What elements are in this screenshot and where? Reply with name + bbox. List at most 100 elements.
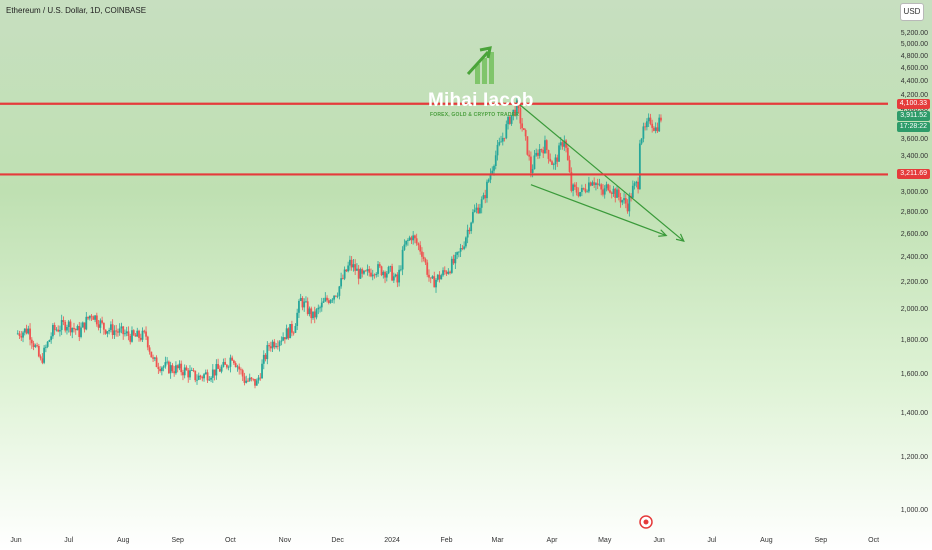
- candle-body: [470, 222, 473, 232]
- candle-body: [660, 117, 662, 121]
- candle-body: [405, 240, 408, 245]
- candle-body: [305, 301, 307, 303]
- candle-body: [570, 171, 573, 191]
- candle-body: [146, 336, 149, 348]
- candle-body: [67, 321, 70, 327]
- candle-body: [586, 191, 589, 193]
- candle-body: [422, 256, 425, 259]
- y-tick-label: 4,200.00: [900, 91, 928, 99]
- candle-body: [584, 188, 587, 192]
- candle-body: [377, 264, 379, 274]
- candle-body: [69, 321, 72, 333]
- candle-body: [464, 237, 467, 247]
- candle-body: [201, 376, 204, 379]
- candle-body: [243, 376, 246, 383]
- candle-body: [255, 380, 258, 386]
- candle-body: [115, 330, 118, 332]
- candle-body: [519, 108, 522, 124]
- candle-body: [276, 345, 279, 347]
- candle-body: [254, 378, 256, 386]
- candle-body: [433, 276, 436, 288]
- y-tick-label: 1,800.00: [900, 336, 928, 344]
- y-tick-label: 1,200.00: [900, 454, 928, 462]
- wedge-line[interactable]: [518, 103, 685, 242]
- candle-body: [138, 330, 140, 338]
- candle-body: [642, 126, 645, 139]
- x-tick-label: Oct: [868, 537, 880, 544]
- candle-body: [468, 229, 471, 232]
- candle-body: [222, 361, 225, 367]
- candle-body: [275, 345, 277, 348]
- candle-body: [596, 183, 599, 185]
- candle-body: [20, 336, 23, 338]
- candle-body: [234, 363, 237, 367]
- candle-body: [141, 330, 144, 340]
- candle-body: [651, 123, 654, 128]
- candle-body: [48, 340, 51, 342]
- candle-body: [269, 346, 272, 349]
- candle-body: [23, 328, 26, 333]
- candle-body: [44, 346, 47, 348]
- candle-body: [514, 109, 516, 116]
- candle-body: [384, 271, 386, 278]
- candle-body: [544, 140, 546, 154]
- candle-body: [73, 327, 75, 330]
- candle-body: [317, 307, 320, 310]
- candle-body: [245, 380, 248, 383]
- candle-body: [528, 154, 531, 157]
- candle-body: [653, 127, 655, 131]
- candle-body: [363, 270, 365, 274]
- candle-body: [480, 199, 483, 208]
- currency-button[interactable]: USD: [900, 3, 924, 21]
- y-tick-label: 4,400.00: [900, 78, 928, 86]
- candle-body: [66, 326, 68, 331]
- candle-body: [326, 297, 328, 301]
- candle-body: [626, 203, 629, 212]
- candle-body: [176, 365, 179, 369]
- candle-body: [299, 297, 302, 301]
- candle-body: [74, 329, 77, 331]
- candle-body: [71, 327, 74, 333]
- candle-body: [361, 269, 364, 274]
- candle-body: [356, 268, 358, 271]
- candle-body: [656, 127, 659, 132]
- candle-body: [124, 333, 126, 335]
- candle-body: [162, 366, 165, 368]
- candle-body: [125, 331, 128, 334]
- candle-body: [614, 188, 617, 198]
- candle-body: [301, 297, 304, 308]
- x-tick-label: Oct: [224, 537, 236, 544]
- wedge-lines: [518, 103, 685, 243]
- candle-body: [442, 270, 444, 276]
- candle-body: [289, 324, 292, 339]
- candle-body: [347, 265, 350, 272]
- y-tick-label: 5,200.00: [900, 30, 928, 37]
- candle-body: [349, 259, 351, 266]
- wedge-line[interactable]: [530, 184, 667, 237]
- candle-body: [616, 189, 618, 198]
- candle-body: [649, 117, 652, 124]
- candle-body: [229, 357, 232, 367]
- candle-body: [322, 301, 325, 303]
- candle-body: [196, 379, 198, 381]
- candle-body: [83, 322, 86, 330]
- y-tick-label: 4,800.00: [900, 53, 928, 61]
- wedge-arrow-icon: [658, 229, 668, 237]
- candle-body: [118, 328, 121, 333]
- candle-body: [187, 370, 190, 378]
- candle-body: [473, 209, 476, 213]
- candle-body: [76, 326, 79, 331]
- candle-body: [595, 183, 597, 185]
- candle-body: [320, 302, 323, 308]
- candle-body: [658, 117, 661, 132]
- candle-body: [271, 341, 274, 349]
- candle-body: [139, 337, 142, 340]
- x-tick-label: May: [598, 537, 612, 544]
- candle-body: [155, 357, 158, 368]
- candle-body: [261, 363, 263, 379]
- candle-body: [25, 328, 28, 334]
- candle-body: [264, 354, 267, 360]
- candle-body: [445, 271, 448, 274]
